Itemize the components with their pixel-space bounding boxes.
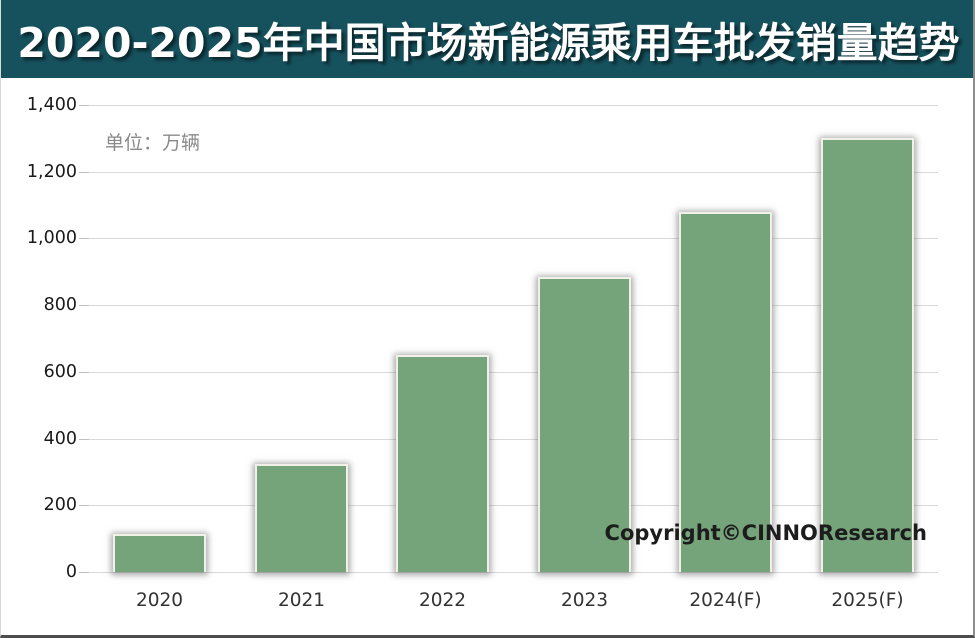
gridline — [89, 572, 938, 573]
x-axis-tick-label: 2021 — [277, 590, 326, 611]
y-axis-tick-label: 1,000 — [26, 228, 77, 248]
x-axis-tick-label: 2024(F) — [689, 590, 762, 611]
y-axis-tick-label: 0 — [65, 562, 77, 582]
x-axis-tick-label: 2020 — [135, 590, 184, 611]
y-axis-tick-mark — [79, 572, 89, 573]
bar-2025(F) — [821, 138, 914, 572]
y-axis-tick-mark — [79, 505, 89, 506]
gridline — [89, 305, 938, 306]
chart-title: 2020-2025年中国市场新能源乘用车批发销量趋势 — [17, 19, 960, 67]
y-axis-tick-mark — [79, 105, 89, 106]
plot-area — [89, 105, 938, 573]
y-axis-tick-label: 1,400 — [26, 95, 77, 115]
y-axis-tick-mark — [79, 439, 89, 440]
unit-label: 单位：万辆 — [105, 132, 201, 154]
y-axis-tick-label: 800 — [43, 295, 77, 315]
y-axis-tick-label: 1,200 — [26, 162, 77, 182]
y-axis-tick-mark — [79, 238, 89, 239]
bar-2021 — [255, 464, 348, 572]
y-axis-tick-mark — [79, 305, 89, 306]
bar-2020 — [113, 534, 206, 572]
gridline — [89, 372, 938, 373]
y-axis-tick-label: 200 — [43, 495, 77, 515]
gridline — [89, 439, 938, 440]
bar-2022 — [396, 355, 489, 572]
gridline — [89, 505, 938, 506]
y-axis-tick-mark — [79, 172, 89, 173]
gridline — [89, 172, 938, 173]
chart-title-bar: 2020-2025年中国市场新能源乘用车批发销量趋势 — [1, 0, 973, 78]
x-axis-tick-label: 2025(F) — [831, 590, 904, 611]
y-axis-tick-label: 400 — [43, 429, 77, 449]
gridline — [89, 105, 938, 106]
bar-2023 — [538, 277, 631, 572]
bar-2024(F) — [679, 212, 772, 572]
y-axis-tick-mark — [79, 372, 89, 373]
x-axis-tick-label: 2023 — [560, 590, 609, 611]
x-axis-tick-label: 2022 — [418, 590, 467, 611]
y-axis-tick-label: 600 — [43, 362, 77, 382]
gridline — [89, 238, 938, 239]
copyright-watermark: Copyright©CINNOResearch — [604, 521, 927, 545]
